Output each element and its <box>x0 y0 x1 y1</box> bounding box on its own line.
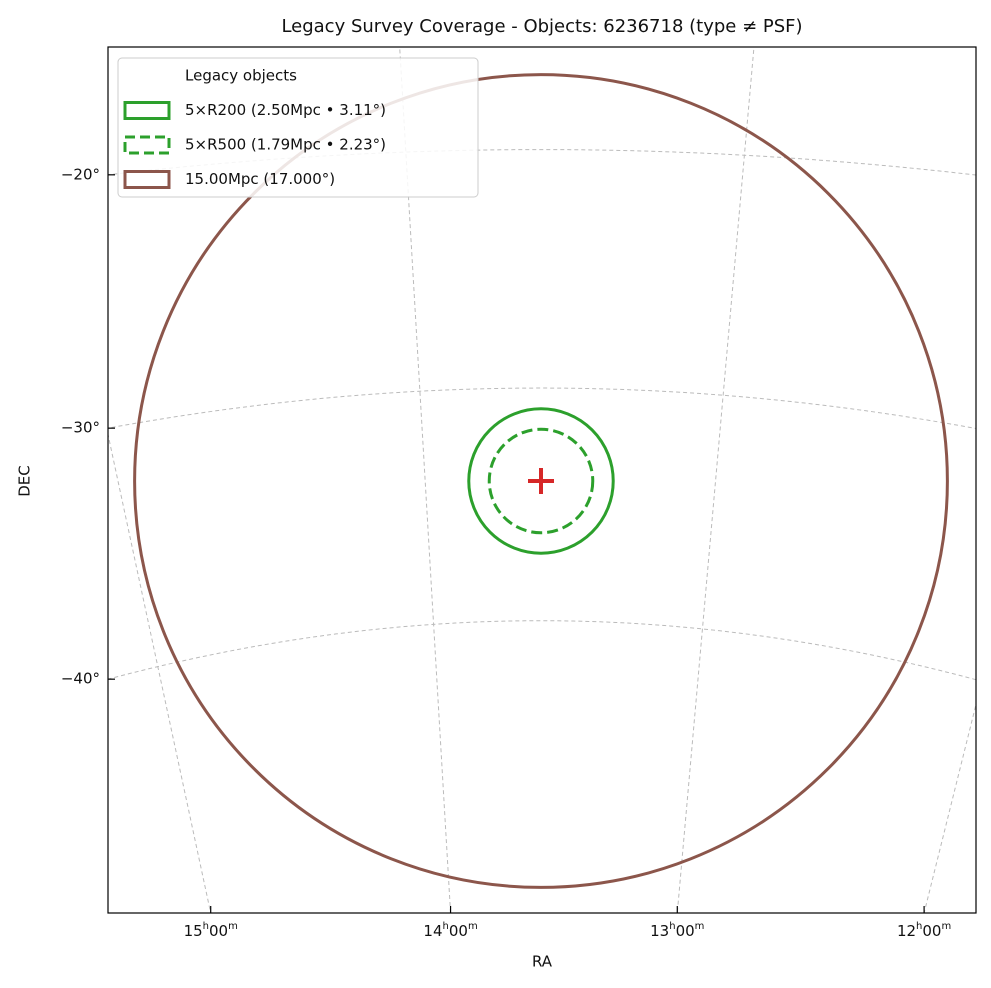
legend: Legacy objects 5×R200 (2.50Mpc • 3.11°) 5×… <box>117 57 479 198</box>
x-tick-label: 13h00m <box>650 921 704 940</box>
chart-title: Legacy Survey Coverage - Objects: 623671… <box>281 16 802 37</box>
x-axis-label: RA <box>532 953 553 971</box>
axes-frame <box>107 46 977 914</box>
grid-line <box>108 387 976 430</box>
legend-swatch <box>123 170 171 189</box>
radius-circle <box>467 407 615 555</box>
grid-line <box>399 47 452 913</box>
radius-circle <box>133 73 949 889</box>
x-tick-label: 12h00m <box>897 921 951 940</box>
y-axis-label: DEC <box>16 465 34 497</box>
y-tick-label: −20° <box>61 165 100 183</box>
y-tick-label: −30° <box>61 419 100 437</box>
y-tick-label: −40° <box>61 670 100 688</box>
grid-line <box>676 47 755 913</box>
radius-circle <box>487 427 595 535</box>
x-tick-label: 14h00m <box>423 921 477 940</box>
legend-box <box>117 57 479 198</box>
legend-label: 5×R500 (1.79Mpc • 2.23°) <box>185 136 386 154</box>
center-marker <box>528 468 554 494</box>
legend-swatch <box>123 135 171 155</box>
legend-swatch <box>123 101 171 120</box>
legend-label: 15.00Mpc (17.000°) <box>185 170 335 188</box>
legend-label: 5×R200 (2.50Mpc • 3.11°) <box>185 101 386 119</box>
legend-label: Legacy objects <box>185 67 297 85</box>
grid-line <box>108 149 976 176</box>
x-tick-label: 15h00m <box>184 921 238 940</box>
axes: 15h00m 14h00m 13h00m 12h00m −20° −30° −40° <box>61 165 951 939</box>
